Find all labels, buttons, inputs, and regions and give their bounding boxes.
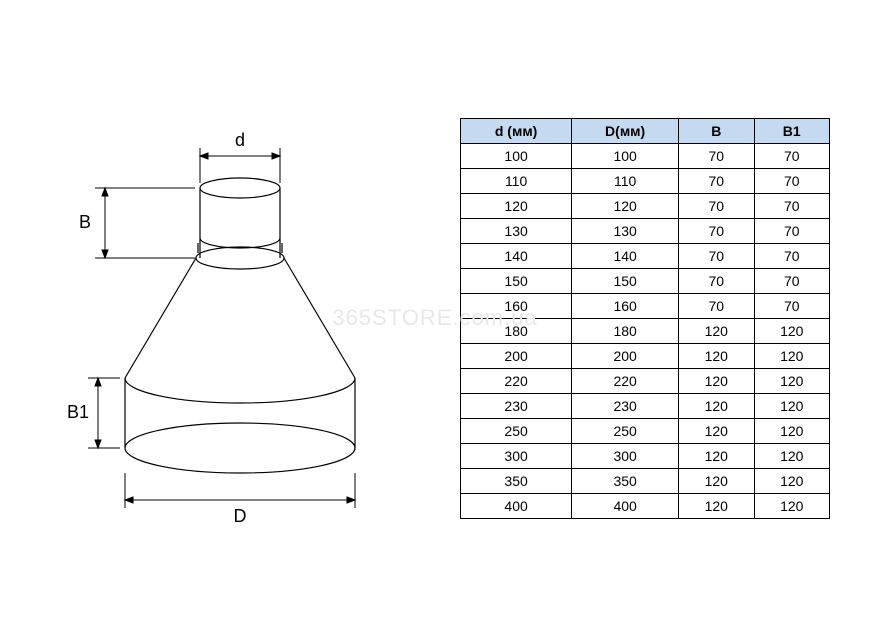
table-cell: 120	[679, 493, 754, 518]
table-cell: 230	[461, 393, 572, 418]
table-row: 1501507070	[461, 268, 830, 293]
table-cell: 160	[461, 293, 572, 318]
table-cell: 120	[754, 393, 829, 418]
table-cell: 70	[679, 218, 754, 243]
table-cell: 150	[461, 268, 572, 293]
dim-d-label: d	[235, 130, 245, 150]
table-row: 350350120120	[461, 468, 830, 493]
technical-diagram: d B B1	[40, 108, 400, 528]
col-D: D(мм)	[572, 118, 679, 143]
dimensions-table: d (мм) D(мм) B B1 1001007070110110707012…	[460, 118, 830, 519]
table-row: 200200120120	[461, 343, 830, 368]
table-cell: 160	[572, 293, 679, 318]
table-cell: 250	[461, 418, 572, 443]
table-cell: 110	[572, 168, 679, 193]
col-d: d (мм)	[461, 118, 572, 143]
table-cell: 70	[754, 268, 829, 293]
table-cell: 120	[679, 318, 754, 343]
table-cell: 120	[679, 393, 754, 418]
table-cell: 120	[679, 443, 754, 468]
table-cell: 120	[754, 343, 829, 368]
table-cell: 180	[572, 318, 679, 343]
table-row: 1601607070	[461, 293, 830, 318]
table-cell: 150	[572, 268, 679, 293]
table-cell: 200	[572, 343, 679, 368]
table-cell: 110	[461, 168, 572, 193]
table-cell: 70	[754, 168, 829, 193]
table-cell: 250	[572, 418, 679, 443]
table-row: 230230120120	[461, 393, 830, 418]
table-cell: 120	[679, 468, 754, 493]
table-cell: 70	[754, 243, 829, 268]
table-cell: 400	[461, 493, 572, 518]
table-cell: 120	[754, 418, 829, 443]
table-cell: 120	[754, 493, 829, 518]
table-cell: 220	[572, 368, 679, 393]
table-cell: 120	[754, 368, 829, 393]
table-row: 250250120120	[461, 418, 830, 443]
table-row: 400400120120	[461, 493, 830, 518]
table-cell: 120	[754, 443, 829, 468]
table-cell: 70	[679, 143, 754, 168]
table-row: 300300120120	[461, 443, 830, 468]
table-row: 1401407070	[461, 243, 830, 268]
table-cell: 70	[754, 143, 829, 168]
table-cell: 220	[461, 368, 572, 393]
table-cell: 70	[754, 193, 829, 218]
table-cell: 100	[461, 143, 572, 168]
table-cell: 70	[679, 268, 754, 293]
table-cell: 120	[572, 193, 679, 218]
dim-D-label: D	[234, 506, 247, 526]
table-cell: 100	[572, 143, 679, 168]
table-cell: 350	[572, 468, 679, 493]
table-cell: 70	[679, 243, 754, 268]
table-cell: 300	[461, 443, 572, 468]
table-cell: 200	[461, 343, 572, 368]
table-cell: 120	[754, 468, 829, 493]
table-cell: 350	[461, 468, 572, 493]
table-row: 1001007070	[461, 143, 830, 168]
table-cell: 70	[754, 218, 829, 243]
main-container: d B B1	[40, 108, 830, 528]
table-cell: 70	[679, 193, 754, 218]
table-cell: 230	[572, 393, 679, 418]
col-B: B	[679, 118, 754, 143]
table-cell: 120	[754, 318, 829, 343]
table-cell: 120	[679, 368, 754, 393]
table-cell: 140	[572, 243, 679, 268]
table-cell: 180	[461, 318, 572, 343]
table-cell: 300	[572, 443, 679, 468]
dimensions-table-area: d (мм) D(мм) B B1 1001007070110110707012…	[460, 118, 830, 519]
table-row: 180180120120	[461, 318, 830, 343]
table-cell: 70	[679, 168, 754, 193]
table-row: 1201207070	[461, 193, 830, 218]
dim-B-label: B	[79, 212, 91, 232]
table-cell: 130	[572, 218, 679, 243]
table-cell: 140	[461, 243, 572, 268]
table-cell: 120	[679, 343, 754, 368]
table-cell: 130	[461, 218, 572, 243]
col-B1: B1	[754, 118, 829, 143]
table-cell: 400	[572, 493, 679, 518]
dim-B1-label: B1	[67, 402, 89, 422]
table-cell: 70	[754, 293, 829, 318]
table-row: 1101107070	[461, 168, 830, 193]
table-cell: 120	[461, 193, 572, 218]
table-row: 1301307070	[461, 218, 830, 243]
table-cell: 120	[679, 418, 754, 443]
table-row: 220220120120	[461, 368, 830, 393]
table-cell: 70	[679, 293, 754, 318]
table-header-row: d (мм) D(мм) B B1	[461, 118, 830, 143]
